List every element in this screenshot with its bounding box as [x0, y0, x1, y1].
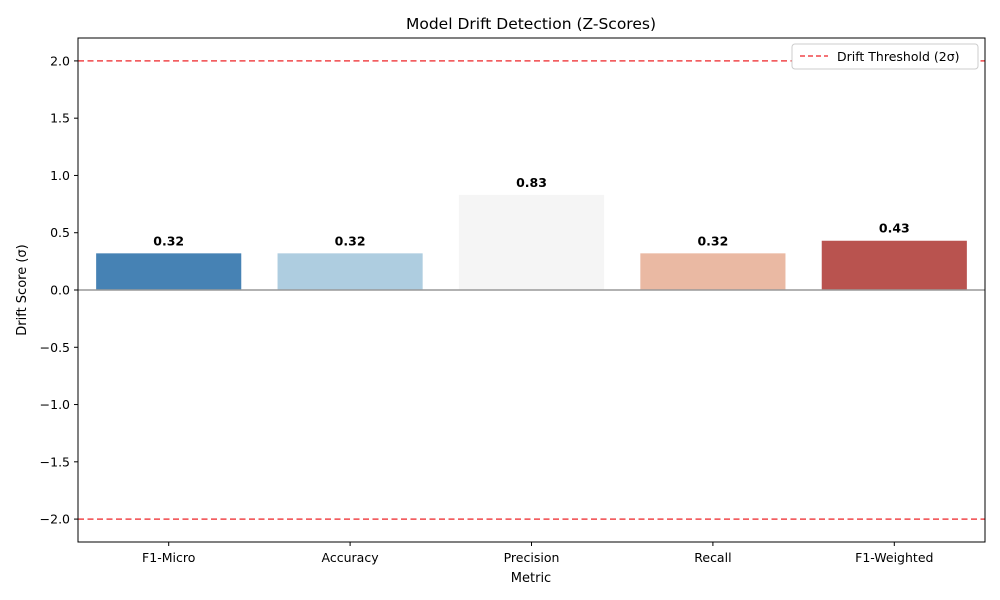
y-tick-label: 0.5 — [50, 225, 70, 240]
bar — [821, 240, 967, 290]
chart-title: Model Drift Detection (Z-Scores) — [406, 15, 656, 33]
bar — [458, 194, 605, 290]
bar — [277, 253, 423, 290]
y-tick-label: −2.0 — [40, 512, 70, 527]
x-axis-label: Metric — [511, 571, 551, 586]
x-tick-label: Recall — [694, 550, 731, 565]
legend-label-threshold: Drift Threshold (2σ) — [837, 49, 960, 64]
bars-layer: 0.32 0.32 0.83 0.32 0.43 — [96, 175, 967, 290]
bar-value-label: 0.32 — [335, 233, 366, 248]
bar — [640, 253, 786, 290]
bar-value-label: 0.32 — [697, 233, 728, 248]
y-tick-label: 0.0 — [50, 283, 70, 298]
y-tick-label: 1.0 — [50, 168, 70, 183]
legend-box — [791, 43, 979, 70]
y-tick-label: 2.0 — [50, 53, 70, 68]
x-axis: F1-Micro Accuracy Precision Recall F1-Weight… — [142, 542, 933, 565]
bar-value-label: 0.83 — [516, 175, 547, 190]
bar-value-label: 0.43 — [879, 221, 910, 236]
x-tick-label: F1-Micro — [142, 550, 195, 565]
x-tick-label: Precision — [504, 550, 560, 565]
y-tick-label: −0.5 — [40, 340, 70, 355]
y-axis-label: Drift Score (σ) — [15, 244, 30, 335]
x-tick-label: Accuracy — [322, 550, 380, 565]
bar — [96, 253, 242, 290]
bar-value-label: 0.32 — [153, 233, 184, 248]
x-tick-label: F1-Weighted — [855, 550, 933, 565]
legend: Drift Threshold (2σ) — [791, 43, 979, 70]
y-tick-label: −1.5 — [40, 454, 70, 469]
y-axis: −2.0 −1.5 −1.0 −0.5 0.0 0.5 1.0 1.5 2.0 — [40, 53, 78, 527]
y-tick-label: −1.0 — [40, 397, 70, 412]
y-tick-label: 1.5 — [50, 111, 70, 126]
plot-frame — [77, 37, 986, 543]
